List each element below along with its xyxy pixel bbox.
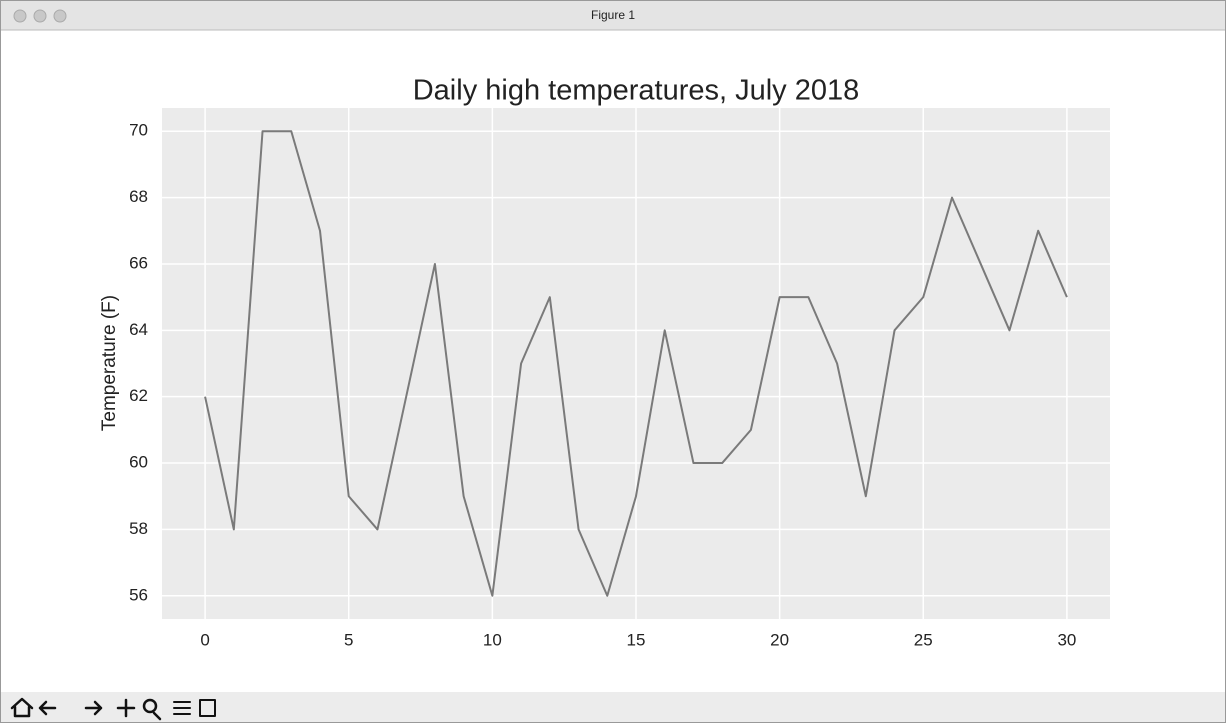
chart-title: Daily high temperatures, July 2018	[413, 75, 860, 107]
zoom-tool-button[interactable]	[152, 711, 162, 721]
back-button[interactable]	[38, 700, 57, 716]
window-title: Figure 1	[591, 8, 635, 22]
y-tick-label: 70	[129, 121, 148, 140]
x-tick-label: 0	[200, 630, 209, 649]
save-button[interactable]	[199, 699, 216, 717]
y-tick-label: 66	[129, 253, 148, 272]
forward-button[interactable]	[84, 700, 103, 716]
x-tick-label: 30	[1057, 630, 1076, 649]
x-tick-label: 10	[483, 630, 502, 649]
y-tick-label: 62	[129, 386, 148, 405]
home-button[interactable]	[10, 697, 34, 718]
y-tick-label: 60	[129, 453, 148, 472]
x-tick-label: 25	[914, 630, 933, 649]
minimize-button[interactable]	[33, 9, 47, 23]
pan-button[interactable]	[116, 698, 136, 718]
x-tick-label: 20	[770, 630, 789, 649]
title-bar	[1, 1, 1225, 30]
configure-button[interactable]	[173, 701, 191, 715]
y-tick-label: 56	[129, 585, 148, 604]
y-tick-label: 58	[129, 519, 148, 538]
close-button[interactable]	[13, 9, 27, 23]
y-tick-label: 64	[129, 320, 148, 339]
y-tick-label: 68	[129, 187, 148, 206]
data-line	[204, 130, 1068, 597]
x-tick-label: 5	[344, 630, 353, 649]
zoom-button[interactable]	[53, 9, 67, 23]
zoom-tool-lens	[142, 698, 158, 714]
y-axis-label: Temperature (F)	[99, 295, 120, 431]
x-tick-label: 15	[627, 630, 646, 649]
